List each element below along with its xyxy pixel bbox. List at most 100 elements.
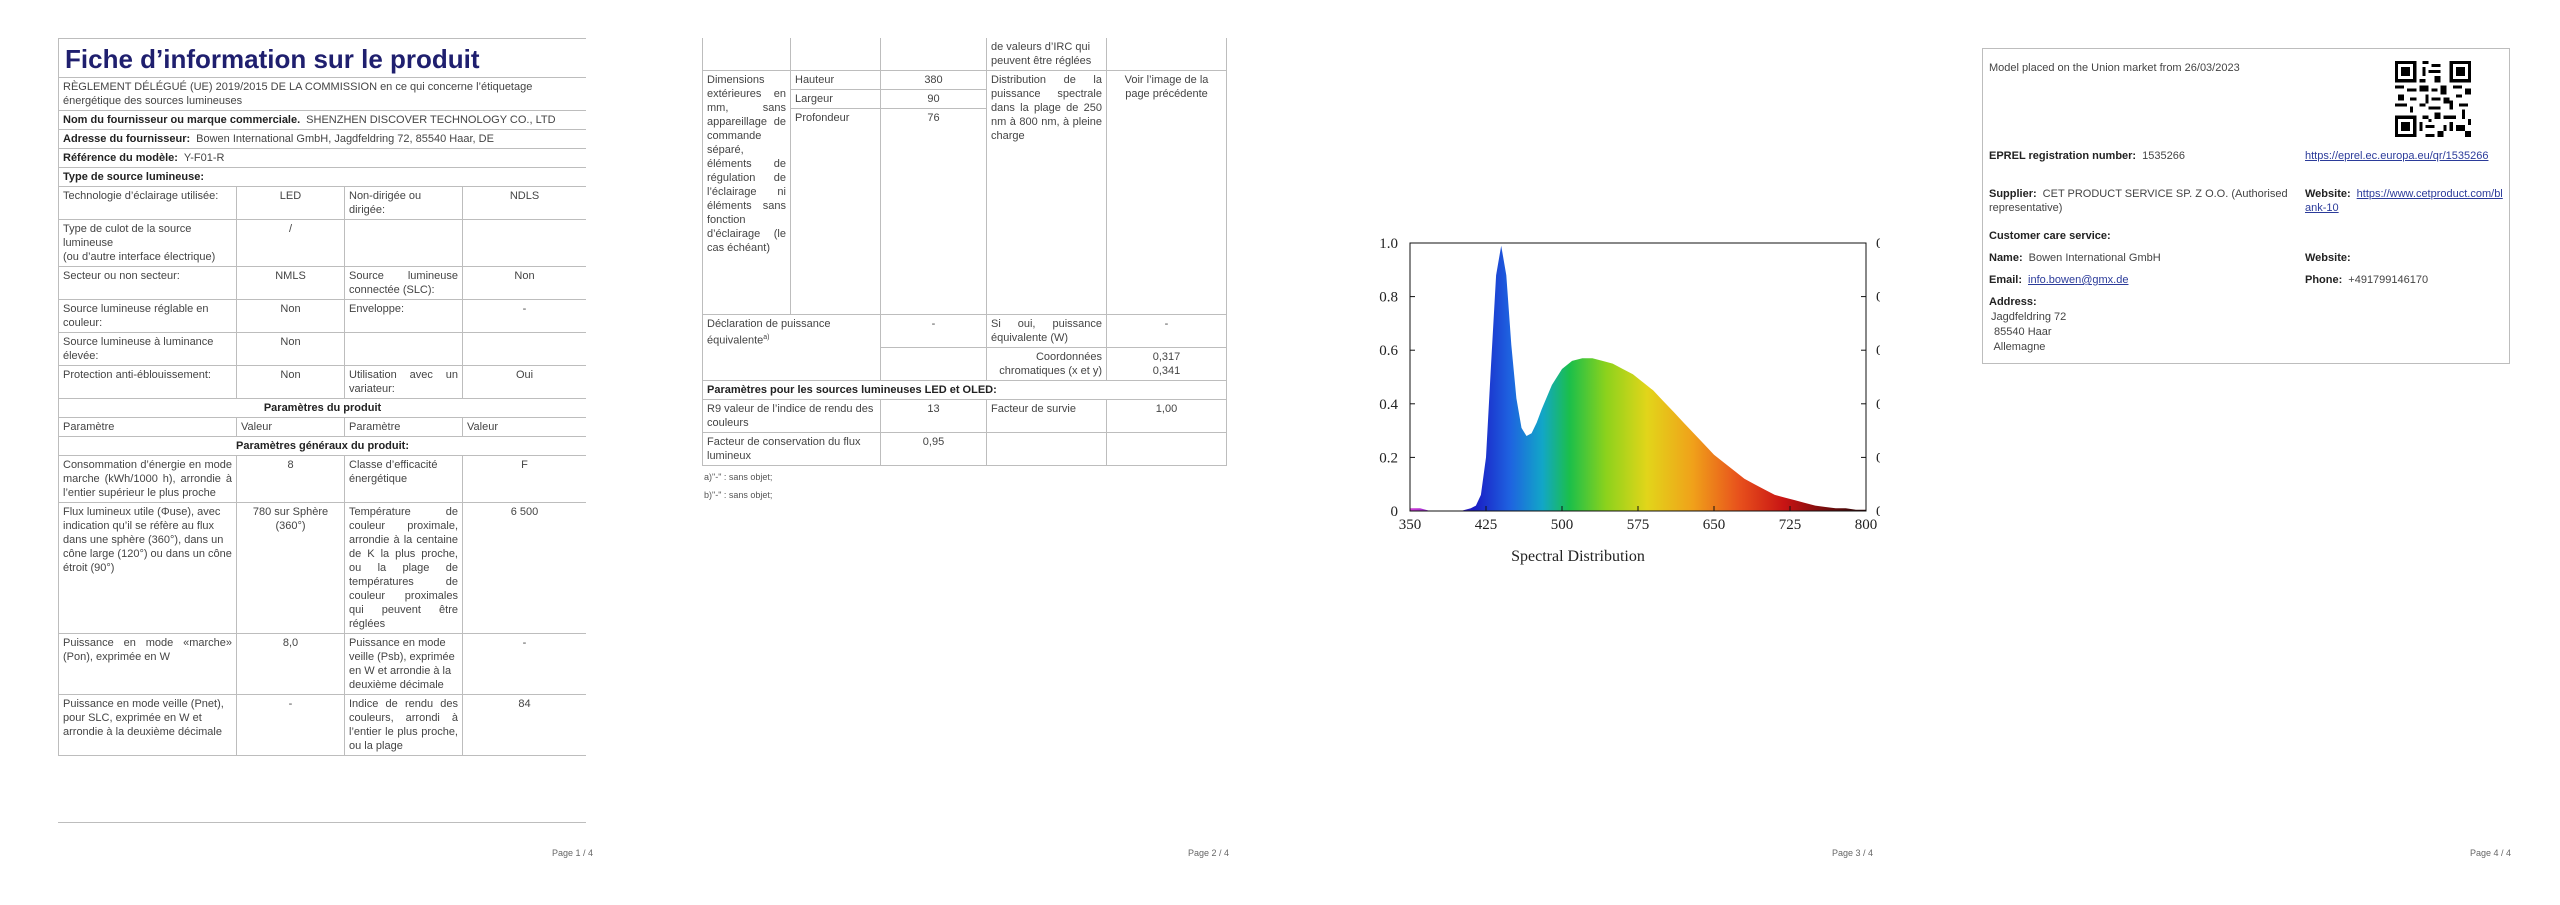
dimension-name: Hauteur (790, 70, 881, 90)
eprel-label: EPREL registration number: (1989, 150, 2137, 162)
cell-value: 1,00 (1106, 399, 1227, 433)
dimension-name: Largeur (790, 89, 881, 109)
spectrum-area (1410, 245, 1866, 511)
cell-value: Voir l’image de la page précédente (1106, 70, 1227, 315)
table-row: Déclaration de puissance équivalentea) -… (702, 314, 1227, 381)
cell-value: Non (236, 299, 345, 333)
cell-value: 13 (880, 399, 987, 433)
cell-label: de valeurs d’IRC qui peuvent être réglée… (986, 38, 1107, 71)
cell-label: Type de culot de la source lumineuse (ou … (58, 219, 237, 267)
dimension-value: 380 (880, 70, 987, 90)
cell-label: Flux lumineux utile (Φuse), avec indicat… (58, 502, 237, 634)
table-row: Secteur ou non secteur: NMLS Source lumi… (58, 266, 586, 300)
care-phone-label: Phone: (2305, 274, 2343, 286)
cell-value: / (236, 219, 345, 267)
cell-value: 84 (461, 694, 586, 756)
empty-cell (1106, 38, 1227, 71)
qr-code-icon (2395, 61, 2471, 137)
website-row: Website: https://www.cetproduct.com/blank… (2305, 187, 2505, 215)
x-tick-label: 650 (1703, 517, 1726, 533)
sheet-title: Fiche d’information sur le produit (58, 38, 586, 78)
cell-label: Facteur de survie (986, 399, 1107, 433)
website-label: Website: (2305, 188, 2351, 200)
dimension-name: Profondeur (790, 108, 881, 315)
care-email-row: Email: info.bowen@gmx.de (1989, 273, 2128, 287)
eprel-link-row: https://eprel.ec.europa.eu/qr/1535266 (2305, 149, 2501, 163)
eprel-link[interactable]: https://eprel.ec.europa.eu/qr/1535266 (2305, 150, 2489, 162)
y-tick-label: 0.6 (1379, 343, 1398, 359)
page-number: Page 4 / 4 (2470, 848, 2512, 858)
cell-value: NDLS (461, 186, 586, 220)
cell-value: - (461, 299, 586, 333)
x-tick-label: 725 (1779, 517, 1802, 533)
column-header: Valeur (461, 417, 586, 437)
care-address-label: Address: (1989, 296, 2037, 308)
x-axis-label: Spectral Distribution (1511, 548, 1645, 565)
cell-value (461, 219, 586, 267)
cell-label: Facteur de conservation du flux lumineux (702, 432, 881, 466)
empty-cell (880, 38, 987, 71)
care-email-link[interactable]: info.bowen@gmx.de (2028, 274, 2129, 286)
care-website-label: Website: (2305, 252, 2351, 264)
cell-label: Coordonnées chromatiques (x et y) (986, 347, 1107, 381)
cell-label (344, 219, 463, 267)
cell-value: - (461, 633, 586, 695)
cell-label: Puissance en mode veille (Pnet), pour SL… (58, 694, 237, 756)
cell-label: Déclaration de puissance équivalentea) (702, 314, 881, 381)
page-3: 350 425 500 575 650 725 800 0 0 0.2 0 0.4 0 0.6 0 0.8 0 1… (1280, 0, 1920, 905)
cell-value: NMLS (236, 266, 345, 300)
supplier-row: Supplier: CET PRODUCT SERVICE SP. Z O.O. … (1989, 187, 2289, 215)
right-tick-label: 0 (1876, 504, 1880, 520)
table-row: Source lumineuse à luminance élevée: Non (58, 332, 586, 366)
column-headers: Paramètre Valeur Paramètre Valeur (58, 417, 586, 437)
y-tick-label: 0 (1391, 504, 1399, 520)
care-name-value: Bowen International GmbH (2028, 252, 2161, 264)
cell-label (344, 332, 463, 366)
cell-label: Dimensions extérieures en mm, sans appar… (702, 70, 791, 315)
cell-value: - (1106, 314, 1227, 348)
cell-label: Non-dirigée ou dirigée: (344, 186, 463, 220)
equiv-label: Déclaration de puissance équivalente (707, 318, 831, 347)
care-phone-value: +491799146170 (2348, 274, 2429, 286)
cell-label: Technologie d’éclairage utilisée: (58, 186, 237, 220)
empty-cell (986, 432, 1107, 466)
x-tick-label: 575 (1627, 517, 1650, 533)
table-row: Dimensions extérieures en mm, sans appar… (702, 70, 1227, 315)
chroma-x: 0,317 (1152, 351, 1181, 363)
y-tick-label: 0.2 (1379, 450, 1398, 466)
cell-value: 780 sur Sphère (360°) (236, 502, 345, 634)
care-email-label: Email: (1989, 274, 2023, 286)
care-name-row: Name: Bowen International GmbH (1989, 251, 2161, 265)
model-label: Référence du modèle: (63, 152, 178, 164)
cell-value (461, 332, 586, 366)
website-link[interactable]: https://www.cetproduct.com/blank-10 (2305, 188, 2503, 214)
x-tick-label: 500 (1551, 517, 1574, 533)
cell-value: Non (236, 332, 345, 366)
eprel-row: EPREL registration number: 1535266 (1989, 149, 2185, 163)
column-header: Paramètre (344, 417, 463, 437)
y-tick-label: 0.8 (1379, 290, 1398, 306)
table-row: Coordonnées chromatiques (x et y) 0,317 0… (703, 347, 1227, 381)
cell-label: Classe d’efficacité énergétique (344, 455, 463, 503)
product-info-sheet: Fiche d’information sur le produit RÈGLE… (58, 38, 586, 823)
page-number: Page 3 / 4 (1832, 848, 1874, 858)
cell-value: 8,0 (236, 633, 345, 695)
footnote-b: b)"-" : sans objet; (704, 490, 773, 500)
column-header: Valeur (236, 417, 345, 437)
page-number: Page 2 / 4 (1188, 848, 1230, 858)
y-tick-label: 1.0 (1379, 236, 1398, 252)
right-tick-label: 0 (1876, 236, 1880, 252)
placed-on-market: Model placed on the Union market from 26… (1989, 62, 2240, 74)
supplier-label: Supplier: (1989, 188, 2037, 200)
chroma-y: 0,341 (1152, 365, 1181, 377)
empty-cell (1106, 432, 1227, 466)
right-tick-label: 0 (1876, 450, 1880, 466)
general-params-heading: Paramètres généraux du produit: (58, 436, 586, 456)
cell-value: F (461, 455, 586, 503)
table-row: Facteur de conservation du flux lumineux… (702, 432, 1227, 466)
care-address-line: Jagdfeldring 72 (1991, 311, 2067, 323)
y-tick-label: 0.4 (1379, 397, 1398, 413)
cell-label: Si oui, puissance équivalente (W) (986, 314, 1107, 348)
source-type-heading: Type de source lumineuse: (58, 167, 586, 187)
